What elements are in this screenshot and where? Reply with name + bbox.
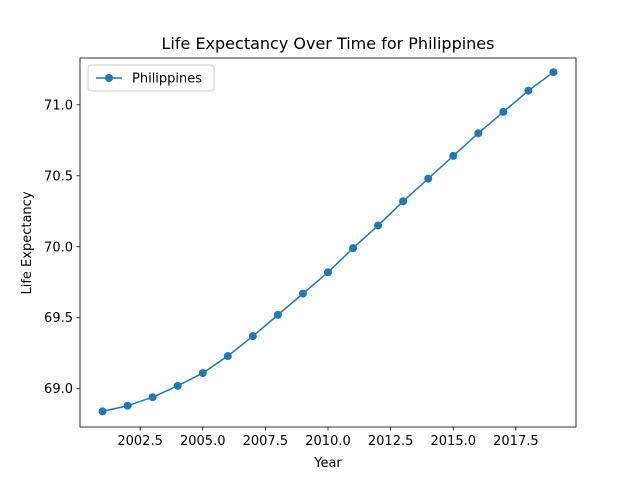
x-tick-label: 2007.5 [243, 434, 289, 449]
data-point [123, 401, 132, 410]
legend-box [87, 64, 215, 92]
x-tick-label: 2002.5 [117, 434, 163, 449]
data-point [374, 221, 383, 230]
x-tick-label: 2012.5 [368, 434, 414, 449]
y-tick-label: 69.0 [44, 382, 73, 397]
data-point [248, 332, 257, 341]
x-tick-label: 2005.0 [180, 434, 226, 449]
y-tick-label: 70.0 [44, 240, 73, 255]
chart-title: Life Expectancy Over Time for Philippine… [162, 34, 495, 53]
data-point [298, 289, 307, 298]
data-point [273, 310, 282, 319]
data-point [198, 369, 207, 378]
data-point [324, 268, 332, 277]
data-point [349, 244, 358, 253]
y-tick-label: 71.0 [44, 98, 73, 113]
data-point [549, 68, 558, 77]
data-point [524, 86, 533, 95]
data-point [148, 393, 157, 402]
legend-marker [105, 74, 113, 82]
legend: Philippines [87, 64, 215, 92]
x-tick-label: 2017.5 [493, 434, 539, 449]
x-tick-label: 2010.0 [305, 434, 351, 449]
data-point [499, 107, 508, 116]
data-point [223, 352, 232, 361]
data-point [474, 129, 483, 138]
plot-area: 2002.5 2005.0 2007.5 2010.0 2012.5 2015.0 2017… [44, 57, 577, 449]
x-tick-label: 2015.0 [431, 434, 477, 449]
legend-label: Philippines [132, 72, 202, 87]
data-point [424, 174, 433, 183]
x-axis-label: Year [313, 456, 342, 471]
data-point [399, 197, 408, 206]
y-tick-label: 69.5 [44, 311, 73, 326]
y-tick-label: 70.5 [44, 169, 73, 184]
data-point [98, 407, 107, 416]
data-point [449, 151, 458, 160]
data-point [173, 381, 182, 390]
y-axis-label: Life Expectancy [20, 191, 35, 294]
